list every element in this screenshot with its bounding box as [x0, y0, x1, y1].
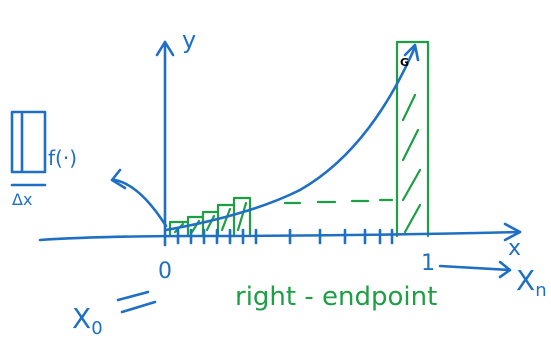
x-axis — [40, 232, 520, 240]
x0-base: X — [72, 302, 91, 335]
pointer-arrowhead — [112, 170, 125, 188]
y-label: y — [182, 26, 196, 54]
x0-sub: 0 — [91, 318, 102, 339]
x0-label: X0 — [72, 302, 103, 339]
x-label: x — [508, 236, 521, 261]
origin-label: 0 — [158, 259, 172, 284]
dotted-line — [285, 200, 392, 203]
big-hatching — [403, 95, 420, 232]
small-box — [12, 112, 45, 172]
xn-label: Xn — [516, 264, 547, 301]
one-label: 1 — [421, 251, 435, 276]
corner-mark: G — [400, 56, 409, 69]
page: {"labels": { "y_axis": "y", "x_axis": "x… — [0, 0, 551, 346]
delta-x-label: Δx — [12, 190, 32, 209]
xn-arrow — [440, 262, 510, 277]
box-label: f(·) — [48, 146, 77, 170]
hatching — [175, 203, 246, 232]
xn-base: X — [516, 264, 535, 297]
method-label: right - endpoint — [235, 282, 437, 312]
xn-sub: n — [535, 280, 546, 301]
diagram: y x 0 1 f(·) Δx Xn X0 right - endpoint G — [0, 0, 551, 346]
equals-sign — [118, 292, 155, 312]
small-rectangles — [170, 198, 250, 236]
